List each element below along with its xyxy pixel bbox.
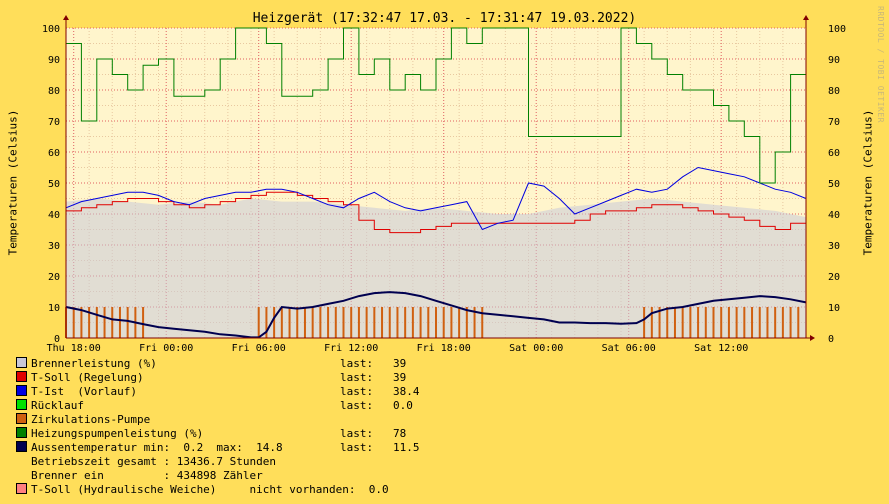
legend-swatch [16,357,27,368]
legend-label: Betriebszeit gesamt : 13436.7 Stunden [31,455,277,468]
axes: 0 0 10 10 20 20 30 30 40 40 50 50 60 60 70 70 80 80 90 90 10… [42,15,846,354]
series-aussentemperatur [65,291,807,339]
legend-row: Heizungspumpenleistung (%) last: 78 [16,427,406,441]
legend-last: last: 78 [340,427,406,441]
y-tick-label-right: 30 [828,241,840,252]
watermark: RRDTOOL / TOBI OETIKER [876,6,885,123]
legend-label: Brenner ein : 434898 Zähler [31,469,263,482]
legend-last: last: 11.5 [340,441,419,455]
x-axis-arrow [810,335,815,341]
legend-row: T-Ist (Vorlauf) last: 38.4 [16,385,419,399]
legend-row: Rücklauf last: 0.0 [16,399,413,413]
legend-last-value: 78 [373,427,407,440]
legend-swatch [16,385,27,396]
y-tick-label-right: 70 [828,117,840,128]
legend-swatch [16,413,27,424]
legend-last-label: last: [340,427,374,440]
y-axis-label-left: Temperaturen (Celsius) [6,109,20,256]
legend-last-value: 0.0 [373,399,413,412]
legend-row: T-Soll (Hydraulische Weiche) nicht vorha… [16,483,389,497]
y-tick-label-right: 90 [828,55,840,66]
x-tick-label: Sat 12:00 [694,343,748,354]
y-tick-label-right: 60 [828,148,840,159]
legend-last-label: last: [340,441,374,454]
legend-label: T-Soll (Hydraulische Weiche) nicht vorha… [31,483,389,496]
y-tick-label-right: 20 [828,272,840,283]
y-tick-label-left: 20 [48,272,60,283]
chart-title: Heizgerät (17:32:47 17.03. - 17:31:47 19… [252,11,637,26]
legend-last: last: 0.0 [340,399,413,413]
y-tick-label-left: 100 [42,24,60,35]
x-tick-label: Sat 00:00 [509,343,563,354]
legend-swatch [16,483,27,494]
legend-label: Rücklauf [31,399,84,412]
x-tick-label: Fri 18:00 [417,343,471,354]
legend-label: Zirkulations-Pumpe [31,413,151,426]
y-tick-label-left: 40 [48,210,60,221]
y-axis-arrow-right [803,15,809,20]
legend-last-label: last: [340,385,374,398]
series-t-ist-vorlauf [65,166,807,231]
series-brennerleistung [66,198,806,338]
y-tick-label-right: 10 [828,303,840,314]
y-axis-arrow-left [63,15,69,20]
legend-row: Betriebszeit gesamt : 13436.7 Stunden [16,455,389,469]
legend-last-label: last: [340,357,374,370]
y-tick-label-left: 90 [48,55,60,66]
legend-label: Aussentemperatur min: 0.2 max: 14.8 [31,441,283,454]
legend-row: Brennerleistung (%) last: 39 [16,357,406,371]
y-tick-label-left: 10 [48,303,60,314]
series-zirkulations-pumpe [65,307,800,338]
y-tick-label-right: 40 [828,210,840,221]
legend-label: Heizungspumpenleistung (%) [31,427,204,440]
legend-last: last: 39 [340,357,406,371]
legend-row: Zirkulations-Pumpe [16,413,389,427]
legend-last-label: last: [340,371,374,384]
legend-last: last: 39 [340,371,406,385]
legend-last-label: last: [340,399,374,412]
legend-last-value: 38.4 [373,385,420,398]
x-tick-label: Fri 00:00 [139,343,193,354]
legend-swatch [16,427,27,438]
legend-label: T-Ist (Vorlauf) [31,385,137,398]
series-heizungspumpenleistung [66,27,807,184]
x-tick-label: Sat 06:00 [602,343,656,354]
legend-swatch [16,441,27,452]
legend-last-value: 39 [373,357,407,370]
legend-row: T-Soll (Regelung) last: 39 [16,371,406,385]
y-tick-label-right: 50 [828,179,840,190]
y-tick-label-left: 0 [54,334,60,345]
y-tick-label-left: 50 [48,179,60,190]
x-tick-label: Fri 12:00 [324,343,378,354]
y-tick-label-right: 100 [828,24,846,35]
legend: Brennerleistung (%) last: 39 T-Soll (Regel… [16,357,419,497]
legend-swatch [16,399,27,410]
legend-last-value: 11.5 [373,441,420,454]
x-tick-label: Thu 18:00 [47,343,101,354]
legend-label: Brennerleistung (%) [31,357,157,370]
legend-last: last: 38.4 [340,385,419,399]
legend-last-value: 39 [373,371,407,384]
y-tick-label-left: 60 [48,148,60,159]
legend-swatch [16,371,27,382]
legend-label: T-Soll (Regelung) [31,371,144,384]
y-tick-label-left: 80 [48,86,60,97]
legend-row: Brenner ein : 434898 Zähler [16,469,389,483]
y-tick-label-right: 80 [828,86,840,97]
y-tick-label-right: 0 [828,334,834,345]
x-tick-label: Fri 06:00 [232,343,286,354]
series-layer [65,27,807,339]
y-tick-label-left: 70 [48,117,60,128]
y-axis-label-right: Temperaturen (Celsius) [861,109,875,256]
y-tick-label-left: 30 [48,241,60,252]
legend-row: Aussentemperatur min: 0.2 max: 14.8 last:… [16,441,419,455]
